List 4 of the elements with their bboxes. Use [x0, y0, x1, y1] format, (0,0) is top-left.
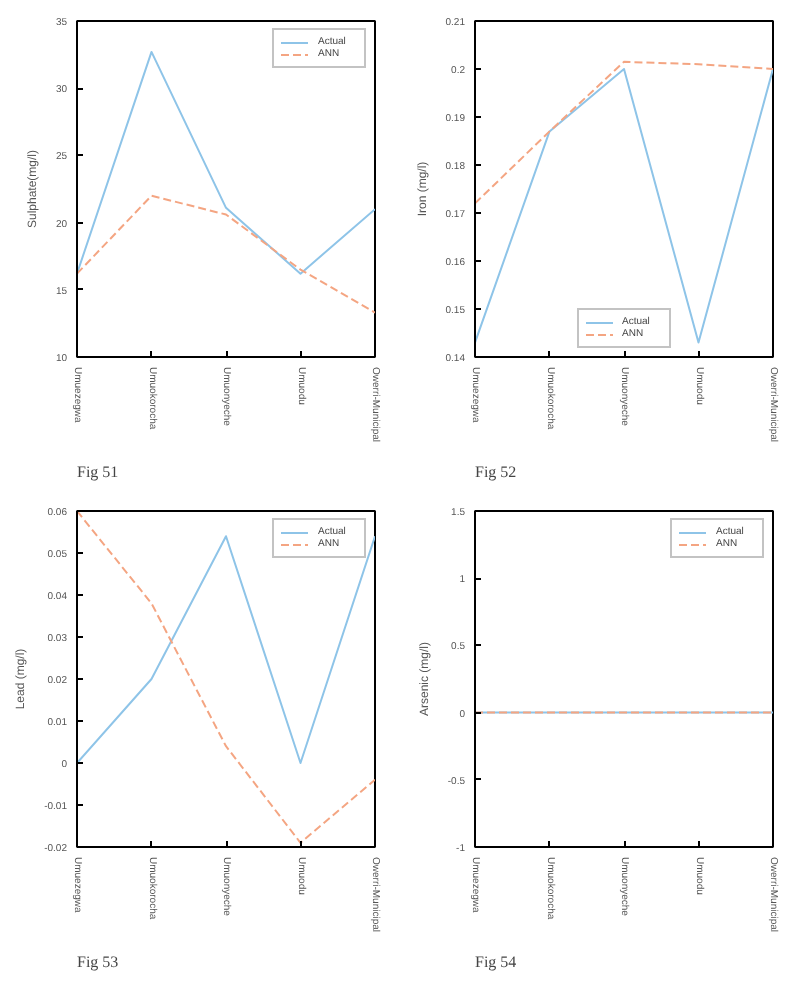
caption: Fig 54: [475, 953, 517, 971]
caption: Fig 53: [77, 953, 119, 971]
caption: Fig 51: [77, 463, 119, 481]
caption: Fig 52: [475, 463, 517, 481]
